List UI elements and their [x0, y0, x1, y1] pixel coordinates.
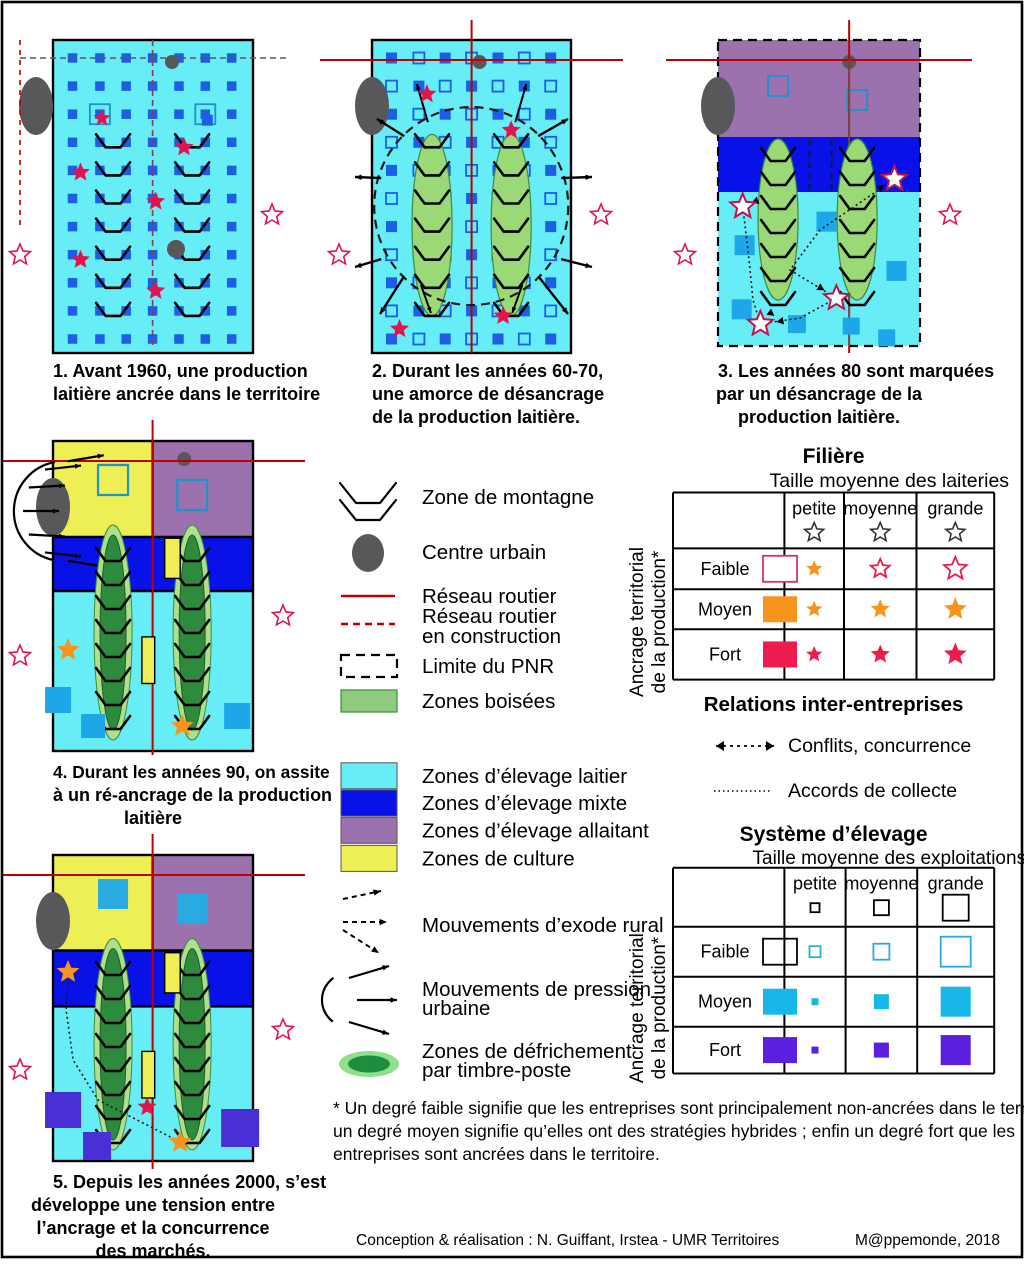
- svg-text:Zones de culture: Zones de culture: [422, 847, 575, 870]
- svg-text:3. Les années 80 sont marquées: 3. Les années 80 sont marquées: [718, 361, 994, 381]
- svg-text:Fort: Fort: [709, 1040, 741, 1060]
- svg-text:l’ancrage et la concurrence: l’ancrage et la concurrence: [36, 1218, 269, 1238]
- svg-text:par un désancrage de la: par un désancrage de la: [716, 384, 923, 404]
- svg-text:de la production*: de la production*: [649, 550, 670, 693]
- svg-text:* Un degré faible signifie que: * Un degré faible signifie que les entre…: [333, 1098, 1024, 1118]
- svg-text:M@ppemonde, 2018: M@ppemonde, 2018: [855, 1232, 1000, 1249]
- svg-text:Fort: Fort: [709, 644, 741, 664]
- svg-text:5. Depuis les années 2000, s’e: 5. Depuis les années 2000, s’est: [53, 1172, 326, 1192]
- svg-text:en construction: en construction: [422, 625, 561, 648]
- svg-text:un degré moyen signifie qu’ell: un degré moyen signifie qu’elles ont des…: [333, 1121, 1015, 1141]
- svg-text:Conception & réalisation : N.: Conception & réalisation : N. Guiffant, …: [356, 1232, 780, 1249]
- svg-text:Zone de montagne: Zone de montagne: [422, 486, 594, 509]
- svg-text:urbaine: urbaine: [422, 997, 490, 1020]
- svg-text:Zones d’élevage allaitant: Zones d’élevage allaitant: [422, 819, 649, 842]
- svg-text:production laitière.: production laitière.: [738, 407, 900, 427]
- svg-text:laitière: laitière: [124, 808, 182, 828]
- svg-text:Relations inter-entreprises: Relations inter-entreprises: [704, 693, 964, 716]
- svg-text:Faible: Faible: [700, 942, 749, 962]
- svg-text:Faible: Faible: [700, 559, 749, 579]
- svg-text:laitière ancrée dans le territ: laitière ancrée dans le territoire: [53, 384, 320, 404]
- svg-text:moyenne: moyenne: [844, 874, 918, 894]
- svg-text:petite: petite: [792, 499, 836, 519]
- svg-text:Moyen: Moyen: [698, 992, 752, 1012]
- svg-text:Centre urbain: Centre urbain: [422, 541, 546, 564]
- svg-text:Moyen: Moyen: [698, 599, 752, 619]
- svg-text:Taille moyenne des exploitatio: Taille moyenne des exploitations: [753, 848, 1024, 869]
- svg-text:de la production*: de la production*: [649, 936, 670, 1079]
- svg-text:1. Avant 1960, une production: 1. Avant 1960, une production: [53, 361, 308, 381]
- svg-text:une amorce de désancrage: une amorce de désancrage: [372, 384, 604, 404]
- svg-text:grande: grande: [927, 499, 983, 519]
- svg-text:Zones boisées: Zones boisées: [422, 690, 555, 713]
- svg-text:petite: petite: [793, 874, 837, 894]
- svg-text:Système d’élevage: Système d’élevage: [740, 823, 928, 846]
- svg-text:Taille moyenne des laiteries: Taille moyenne des laiteries: [770, 470, 1010, 492]
- svg-text:grande: grande: [928, 874, 984, 894]
- svg-text:de la production laitière.: de la production laitière.: [372, 407, 580, 427]
- svg-text:à un ré-ancrage de la producti: à un ré-ancrage de la production: [53, 785, 332, 805]
- svg-text:entreprises sont ancrées dans: entreprises sont ancrées dans le territo…: [333, 1144, 660, 1164]
- svg-text:Limite du PNR: Limite du PNR: [422, 655, 554, 678]
- svg-text:moyenne: moyenne: [843, 499, 917, 519]
- svg-text:4. Durant les années 90, on as: 4. Durant les années 90, on assite: [53, 762, 330, 782]
- svg-text:Accords de collecte: Accords de collecte: [788, 780, 957, 802]
- svg-text:Conflits, concurrence: Conflits, concurrence: [788, 735, 971, 757]
- svg-text:2. Durant les années 60-70,: 2. Durant les années 60-70,: [372, 361, 603, 381]
- svg-text:Filière: Filière: [803, 445, 865, 468]
- svg-text:par timbre-poste: par timbre-poste: [422, 1059, 571, 1082]
- svg-text:Zones d’élevage laitier: Zones d’élevage laitier: [422, 765, 627, 788]
- svg-text:Ancrage territorial: Ancrage territorial: [627, 547, 648, 697]
- svg-text:développe une tension entre: développe une tension entre: [31, 1195, 275, 1215]
- svg-text:Zones d’élevage mixte: Zones d’élevage mixte: [422, 792, 627, 815]
- svg-text:Ancrage territorial: Ancrage territorial: [627, 933, 648, 1083]
